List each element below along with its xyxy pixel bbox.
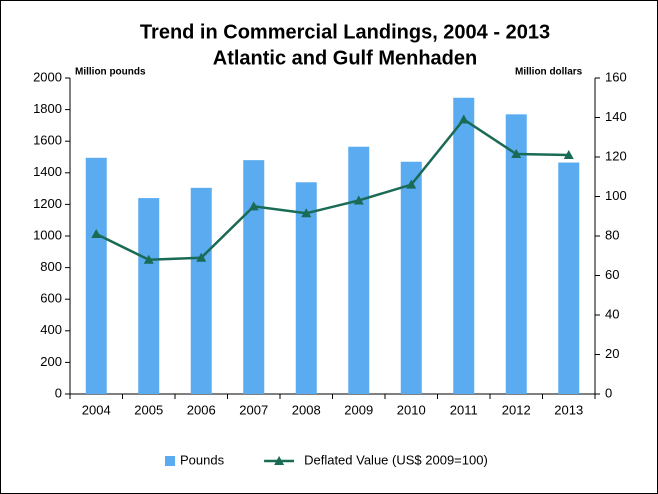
y2-tick-label: 60 [605,267,619,282]
bar [558,162,580,394]
line-marker [91,229,102,239]
y2-tick-label: 100 [605,188,627,203]
x-tick-label: 2008 [292,402,321,417]
x-tick-label: 2005 [134,402,163,417]
y2-tick-label: 40 [605,306,619,321]
x-tick-label: 2012 [502,402,531,417]
y2-tick-label: 120 [605,148,627,163]
y-tick-label: 1800 [33,101,62,116]
x-tick-label: 2006 [187,402,216,417]
line-marker [353,195,364,205]
line-marker [301,208,312,218]
y-tick-label: 1000 [33,227,62,242]
y-tick-label: 800 [40,259,62,274]
y2-tick-label: 160 [605,69,627,84]
line-marker [248,201,259,211]
bar [190,187,212,394]
y2-tick-label: 80 [605,227,619,242]
line [95,117,569,261]
y2-tick-label: 140 [605,109,627,124]
line-marker [458,114,469,124]
bar [295,182,317,394]
y-tick-label: 1600 [33,133,62,148]
y2-tick-label: 0 [605,385,612,400]
y-axis-label: Million pounds [75,67,146,78]
bar [453,97,475,394]
y-tick-label: 1400 [33,164,62,179]
bar [505,114,527,394]
line-marker [143,254,154,264]
bar [348,146,370,394]
y-tick-label: 1200 [33,196,62,211]
line-marker [196,252,207,262]
x-tick-label: 2010 [397,402,426,417]
chart-subtitle: Atlantic and Gulf Menhaden [213,47,477,69]
bar [243,160,265,394]
x-tick-label: 2011 [450,402,478,417]
chart-title: Trend in Commercial Landings, 2004 - 201… [140,21,550,43]
legend-label: Deflated Value (US$ 2009=100) [304,452,488,467]
line-marker [563,150,574,160]
legend-label: Pounds [180,452,225,467]
bar [400,161,422,394]
x-tick-label: 2004 [82,402,111,417]
x-tick-label: 2009 [344,402,373,417]
line-marker [511,149,522,159]
bar [85,157,107,394]
y2-axis-label: Million dollars [515,67,583,78]
line-marker [406,179,417,189]
y-tick-label: 600 [40,291,62,306]
y-tick-label: 2000 [33,69,62,84]
x-tick-label: 2007 [239,402,268,417]
legend-swatch [165,456,175,466]
x-tick-label: 2013 [554,402,583,417]
y-tick-label: 400 [40,322,62,337]
legend-swatch-marker [274,456,285,465]
y-tick-label: 200 [40,354,62,369]
y-tick-label: 0 [55,385,62,400]
y2-tick-label: 20 [605,346,619,361]
bar [138,198,160,394]
